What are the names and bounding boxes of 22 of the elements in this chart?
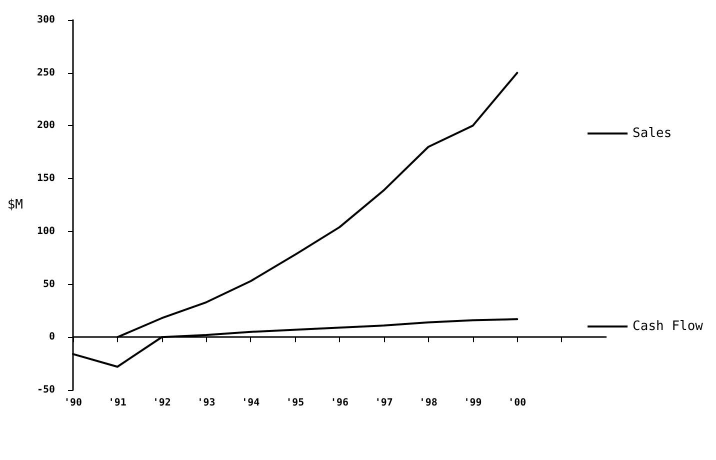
legend-label: Cash Flow: [632, 319, 704, 334]
x-tick-label: '91: [108, 398, 126, 408]
y-tick-label: 100: [36, 226, 55, 237]
x-tick-label: '98: [419, 398, 438, 408]
legend-label: Sales: [632, 126, 672, 141]
y-tick-label: 150: [36, 173, 55, 184]
y-axis-title: $M: [7, 198, 24, 212]
x-tick-label: '96: [330, 398, 349, 408]
x-tick-label: '94: [242, 398, 260, 408]
x-tick-label: '95: [286, 398, 304, 408]
y-tick-label: 300: [36, 14, 55, 26]
y-tick-label: 250: [36, 67, 55, 78]
y-tick-label: 200: [36, 120, 55, 132]
x-tick-label: '99: [464, 398, 482, 408]
x-tick-label: '92: [152, 398, 171, 408]
x-tick-label: '97: [374, 398, 393, 408]
y-tick-label: 50: [42, 278, 55, 290]
y-tick-label: 0: [48, 332, 55, 343]
x-tick-label: '93: [197, 398, 216, 408]
y-tick-label: -50: [36, 384, 55, 396]
x-tick-label: '00: [508, 398, 526, 408]
x-tick-label: '90: [64, 398, 82, 408]
